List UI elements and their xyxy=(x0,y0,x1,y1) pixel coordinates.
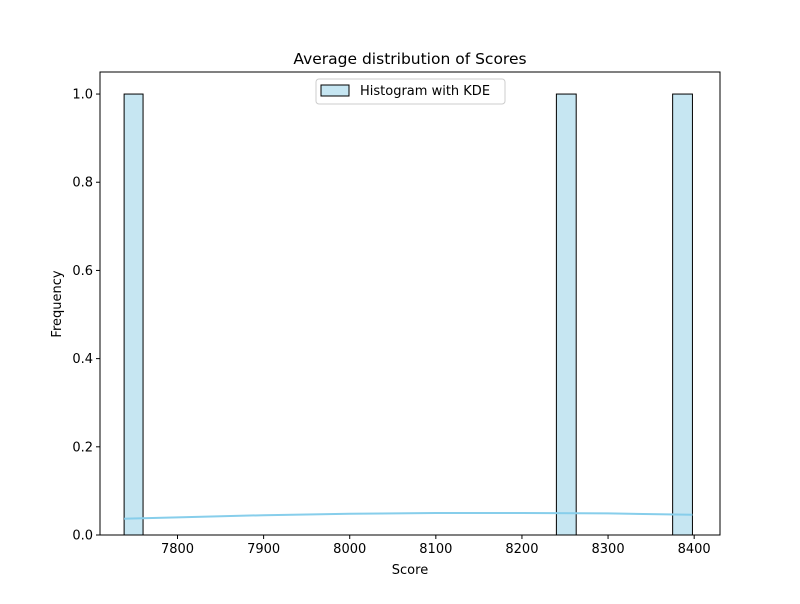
x-axis-label: Score xyxy=(392,563,428,578)
kde-layer xyxy=(124,512,693,520)
legend: Histogram with KDE xyxy=(315,78,506,105)
x-tick-label: 8100 xyxy=(419,542,452,557)
legend-box xyxy=(315,78,506,105)
bars-layer xyxy=(123,93,693,536)
legend-swatch xyxy=(320,84,350,97)
y-tick-label: 0.2 xyxy=(72,440,93,455)
legend-label: Histogram with KDE xyxy=(360,84,490,99)
x-axis-ticks: 7800 7900 8000 8100 8200 8300 8400 xyxy=(161,535,711,557)
y-tick-label: 1.0 xyxy=(72,88,93,103)
plot-frame xyxy=(99,71,721,536)
y-tick-label: 0.0 xyxy=(72,529,93,544)
x-tick-label: 8300 xyxy=(592,542,625,557)
chart-title: Average distribution of Scores xyxy=(293,50,526,68)
y-axis-label: Frequency xyxy=(50,270,65,337)
histogram-bar-1 xyxy=(123,93,144,536)
y-tick-label: 0.8 xyxy=(72,176,93,191)
kde-curve xyxy=(124,512,693,520)
y-axis-ticks: 0.0 0.2 0.4 0.6 0.8 1.0 xyxy=(72,88,100,544)
y-tick-label: 0.6 xyxy=(72,264,93,279)
y-tick-label: 0.4 xyxy=(72,352,93,367)
x-tick-label: 7900 xyxy=(247,542,280,557)
histogram-bar-3 xyxy=(672,93,693,536)
x-tick-label: 8000 xyxy=(333,542,366,557)
x-tick-label: 7800 xyxy=(161,542,194,557)
x-tick-label: 8400 xyxy=(678,542,711,557)
x-tick-label: 8200 xyxy=(505,542,538,557)
histogram-bar-2 xyxy=(555,93,577,536)
